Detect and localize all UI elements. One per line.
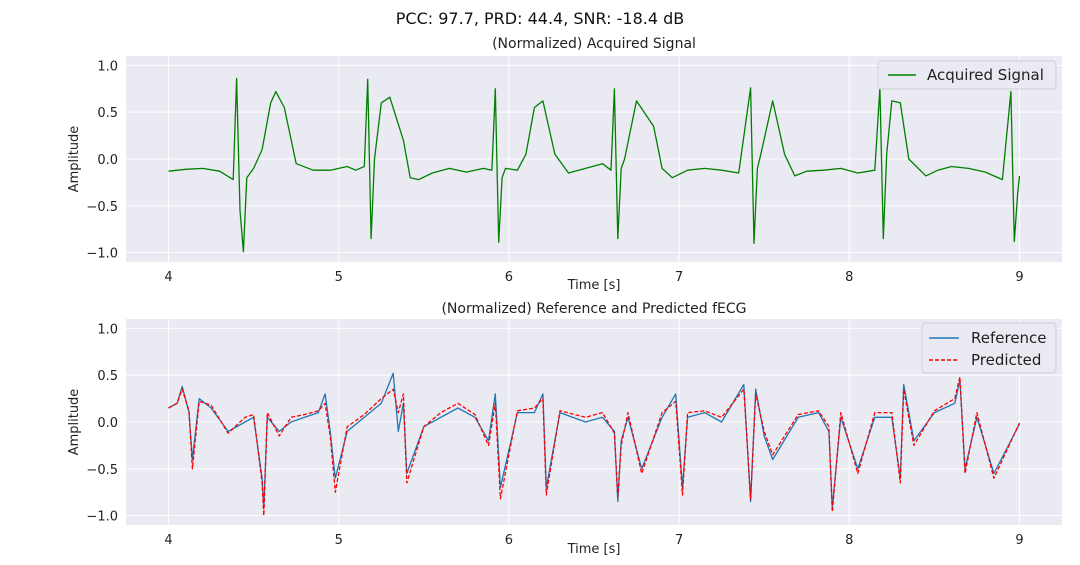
- plot-title: (Normalized) Reference and Predicted fEC…: [441, 301, 746, 317]
- legend-label-reference: Reference: [971, 329, 1047, 347]
- y-tick-label: 0.0: [97, 153, 118, 168]
- x-axis-label: Time [s]: [567, 278, 621, 293]
- series-line-acquired-signal: [168, 77, 1021, 253]
- x-tick-label: 5: [335, 533, 343, 548]
- x-tick-label: 6: [505, 533, 513, 548]
- y-tick-label: 1.0: [97, 59, 118, 74]
- legend: Reference Predicted: [921, 322, 1057, 374]
- x-tick-label: 7: [675, 270, 683, 285]
- y-tick-label: −1.0: [86, 510, 118, 525]
- x-axis-label: Time [s]: [567, 542, 621, 557]
- x-tick-label: 7: [675, 533, 683, 548]
- series-layer: [168, 372, 1021, 517]
- y-tick-label: 0.0: [97, 416, 118, 431]
- series-layer: [168, 77, 1021, 253]
- y-tick-labels: −1.0 −0.5 0.0 0.5 1.0: [86, 59, 118, 261]
- y-tick-label: 0.5: [97, 369, 118, 384]
- figure-suptitle: PCC: 97.7, PRD: 44.4, SNR: -18.4 dB: [396, 9, 684, 28]
- x-tick-label: 4: [164, 533, 172, 548]
- x-tick-label: 8: [845, 533, 853, 548]
- x-tick-label: 4: [164, 270, 172, 285]
- x-tick-label: 5: [335, 270, 343, 285]
- legend-label-acquired-signal: Acquired Signal: [927, 66, 1044, 84]
- x-tick-label: 8: [845, 270, 853, 285]
- y-tick-label: −1.0: [86, 247, 118, 262]
- x-tick-label: 9: [1015, 533, 1023, 548]
- y-tick-labels: −1.0 −0.5 0.0 0.5 1.0: [86, 322, 118, 524]
- legend-label-predicted: Predicted: [971, 351, 1041, 369]
- legend-box: [877, 60, 1057, 90]
- series-line-predicted: [168, 376, 1021, 517]
- y-tick-label: 1.0: [97, 322, 118, 337]
- y-axis-label: Amplitude: [67, 126, 82, 193]
- legend: Acquired Signal: [877, 60, 1057, 90]
- grid-lines: [126, 319, 1062, 525]
- y-tick-label: −0.5: [86, 463, 118, 478]
- y-tick-label: 0.5: [97, 106, 118, 121]
- reference-predicted-plot: 4 5 6 7 8 9 −1.0 −0.5 0.0 0.5 1.0 (Normalized) Re…: [67, 301, 1062, 557]
- y-tick-label: −0.5: [86, 200, 118, 215]
- acquired-signal-plot: 4 5 6 7 8 9 −1.0 −0.5 0.0 0.5 1.0 (Normalized) Ac…: [67, 36, 1062, 293]
- x-tick-labels: 4 5 6 7 8 9: [164, 533, 1023, 548]
- x-tick-labels: 4 5 6 7 8 9: [164, 270, 1023, 285]
- x-tick-label: 6: [505, 270, 513, 285]
- x-tick-label: 9: [1015, 270, 1023, 285]
- plot-title: (Normalized) Acquired Signal: [492, 36, 696, 52]
- y-axis-label: Amplitude: [67, 389, 82, 456]
